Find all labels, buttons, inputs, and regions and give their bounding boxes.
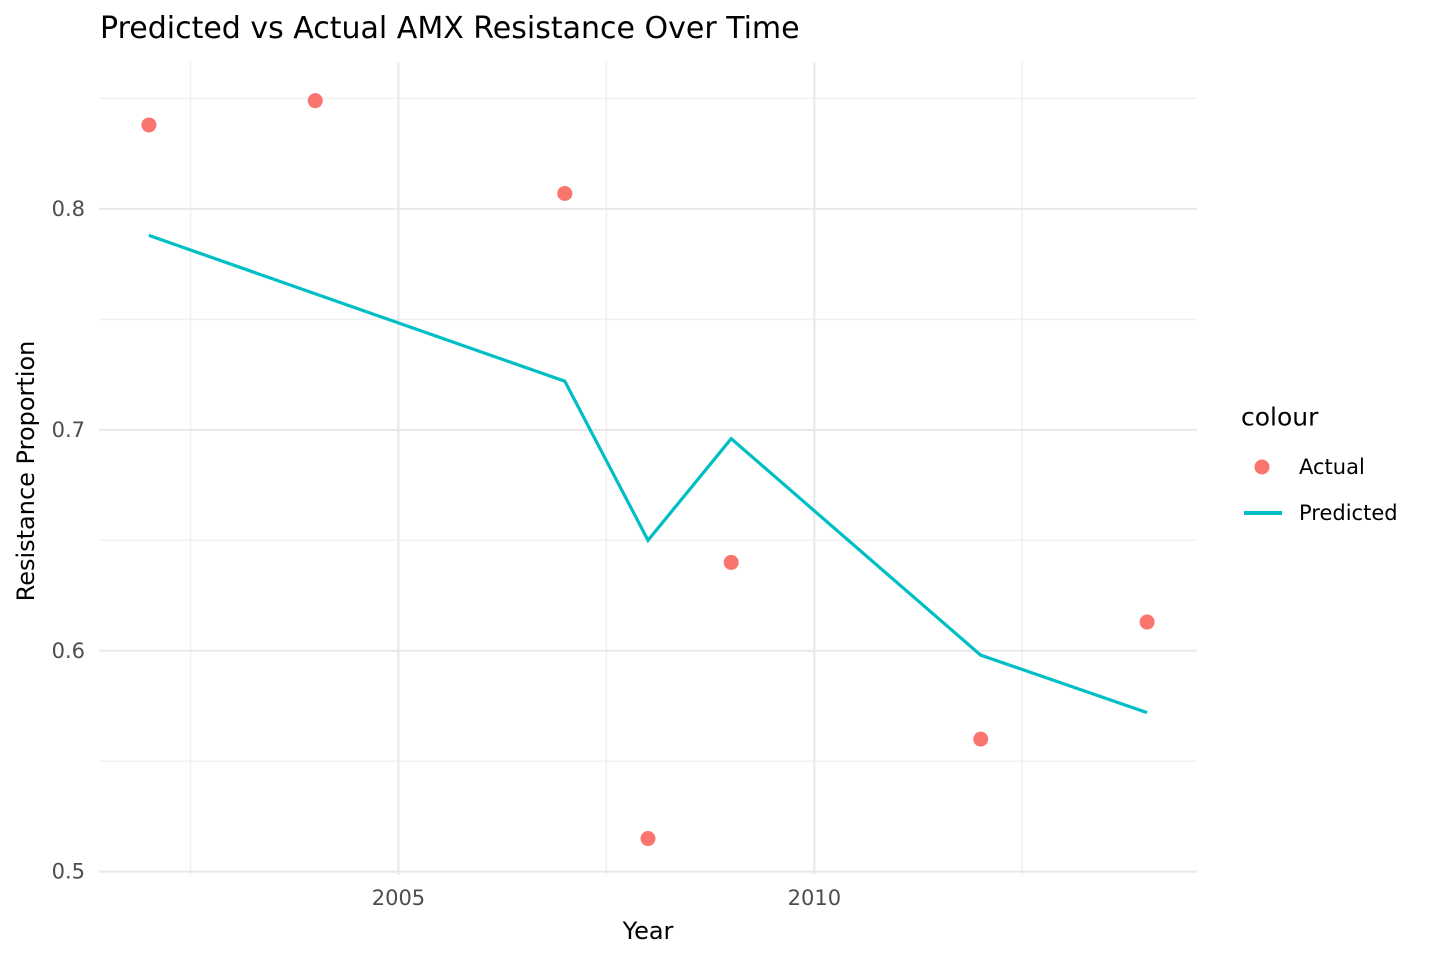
actual-data-point bbox=[723, 554, 739, 570]
actual-data-point bbox=[557, 185, 573, 201]
actual-data-point bbox=[1139, 614, 1155, 630]
actual-data-point bbox=[640, 831, 656, 847]
legend-item-actual: Actual bbox=[1299, 455, 1365, 479]
y-tick-label: 0.5 bbox=[52, 860, 85, 884]
actual-data-point bbox=[973, 731, 989, 747]
x-axis-title: Year bbox=[622, 917, 674, 945]
legend-item-predicted: Predicted bbox=[1299, 501, 1398, 525]
actual-data-point bbox=[141, 117, 157, 133]
legend-actual-point-icon bbox=[1254, 459, 1270, 475]
legend-title: colour bbox=[1241, 402, 1319, 432]
y-tick-label: 0.7 bbox=[52, 418, 85, 442]
chart-title: Predicted vs Actual AMX Resistance Over … bbox=[100, 11, 800, 46]
x-tick-label: 2010 bbox=[788, 886, 841, 910]
legend-predicted-line-icon bbox=[1244, 511, 1282, 515]
y-tick-label: 0.8 bbox=[52, 197, 85, 221]
x-tick-label: 2005 bbox=[372, 886, 425, 910]
y-tick-label: 0.6 bbox=[52, 639, 85, 663]
actual-data-point bbox=[307, 93, 323, 109]
y-axis-title: Resistance Proportion bbox=[12, 340, 40, 602]
predicted-line bbox=[148, 233, 1148, 715]
